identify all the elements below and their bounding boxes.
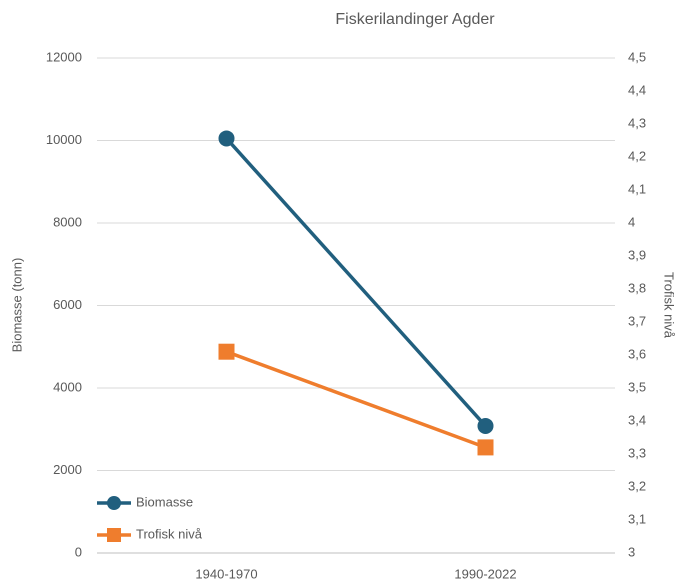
y2-tick-label: 3 xyxy=(628,544,635,559)
series-line xyxy=(225,350,487,450)
x-tick-label: 1940-1970 xyxy=(195,566,257,581)
y2-tick-label: 3,3 xyxy=(628,445,646,460)
marker xyxy=(477,417,494,434)
y2-tick-label: 3,6 xyxy=(628,346,646,361)
y2-axis-label: Trofisk nivå xyxy=(662,272,677,339)
y2-tick-label: 4 xyxy=(628,214,635,229)
y2-tick-label: 3,2 xyxy=(628,478,646,493)
legend-label: Biomasse xyxy=(136,494,193,509)
y-axis-label: Biomasse (tonn) xyxy=(9,258,24,353)
y2-tick-label: 3,4 xyxy=(628,412,646,427)
y-tick-label: 12000 xyxy=(46,49,82,64)
marker xyxy=(218,343,235,360)
marker xyxy=(218,130,235,147)
y-tick-label: 10000 xyxy=(46,132,82,147)
y2-tick-label: 3,7 xyxy=(628,313,646,328)
y-tick-label: 8000 xyxy=(53,214,82,229)
y-tick-label: 4000 xyxy=(53,379,82,394)
y2-tick-label: 4,2 xyxy=(628,148,646,163)
y2-tick-label: 4,5 xyxy=(628,49,646,64)
y2-tick-label: 3,9 xyxy=(628,247,646,262)
y2-tick-label: 4,1 xyxy=(628,181,646,196)
y2-tick-label: 3,8 xyxy=(628,280,646,295)
y-tick-label: 0 xyxy=(75,544,82,559)
chart-title: Fiskerilandinger Agder xyxy=(335,11,495,28)
legend-marker xyxy=(107,528,121,542)
y2-tick-label: 3,5 xyxy=(628,379,646,394)
y2-tick-label: 3,1 xyxy=(628,511,646,526)
y-tick-label: 6000 xyxy=(53,297,82,312)
marker xyxy=(477,439,494,456)
y2-tick-label: 4,4 xyxy=(628,82,646,97)
y2-tick-label: 4,3 xyxy=(628,115,646,130)
legend-marker xyxy=(107,496,121,510)
legend-label: Trofisk nivå xyxy=(136,526,203,541)
x-tick-label: 1990-2022 xyxy=(454,566,516,581)
y-tick-label: 2000 xyxy=(53,462,82,477)
series-line xyxy=(225,137,487,428)
